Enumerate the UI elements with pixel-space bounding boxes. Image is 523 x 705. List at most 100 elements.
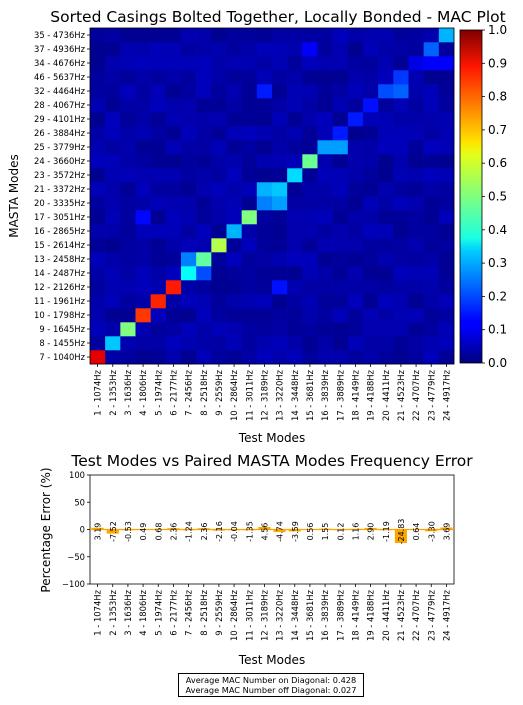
heatmap-cell <box>226 28 242 43</box>
heatmap-cell <box>408 154 424 169</box>
heatmap-y-tick-label: 13 - 2458Hz <box>34 254 86 264</box>
heatmap-cell <box>347 84 364 99</box>
heatmap-cell <box>256 42 273 57</box>
heatmap-cell <box>181 266 197 281</box>
heatmap-cell <box>181 336 197 351</box>
heatmap-cell <box>408 224 424 239</box>
heatmap-cell <box>272 28 288 43</box>
heatmap-cell <box>393 126 409 141</box>
heatmap-cell <box>393 70 409 85</box>
error-bar <box>273 529 286 533</box>
heatmap-cell <box>363 168 379 183</box>
heatmap-cell <box>226 98 242 113</box>
heatmap-cell <box>241 28 258 43</box>
heatmap-cell <box>317 168 333 183</box>
heatmap-cell <box>347 350 364 365</box>
heatmap-cell <box>241 112 258 127</box>
heatmap-cell <box>211 98 227 113</box>
heatmap-cell <box>393 210 409 225</box>
heatmap-cell <box>90 28 106 43</box>
heatmap-cell <box>317 224 333 239</box>
heatmap-cell <box>347 112 364 127</box>
heatmap-cell <box>105 252 121 267</box>
heatmap-cell <box>196 252 212 267</box>
heatmap-cell <box>423 294 440 309</box>
heatmap-cell <box>150 238 167 253</box>
heatmap-cell <box>438 280 455 295</box>
error-bar <box>349 528 362 530</box>
heatmap-cell <box>90 280 106 295</box>
heatmap-cell <box>272 140 288 155</box>
heatmap-cell <box>408 140 424 155</box>
heatmap-cell <box>287 98 303 113</box>
heatmap-cell <box>317 140 333 155</box>
heatmap-cell <box>393 84 409 99</box>
colorbar-gradient <box>459 29 483 364</box>
heatmap-cell <box>332 336 349 351</box>
heatmap-cell <box>423 28 440 43</box>
heatmap-cell <box>135 112 151 127</box>
bar-x-tick-label: 13 - 3220Hz <box>275 589 285 641</box>
heatmap-cell <box>347 42 364 57</box>
heatmap-cell <box>196 294 212 309</box>
heatmap-cell <box>226 56 242 71</box>
heatmap-cell <box>347 322 364 337</box>
heatmap-cell <box>196 140 212 155</box>
heatmap-cell <box>317 322 333 337</box>
heatmap-cell <box>165 140 182 155</box>
heatmap-cell <box>302 168 318 183</box>
heatmap-cell <box>150 294 167 309</box>
heatmap-cell <box>196 224 212 239</box>
heatmap-cell <box>272 70 288 85</box>
colorbar-tick-label: 0.2 <box>488 289 507 303</box>
heatmap-cell <box>438 98 455 113</box>
error-value-label: 3.69 <box>442 523 451 541</box>
heatmap-cell <box>90 210 106 225</box>
heatmap-cell <box>196 42 212 57</box>
error-bar <box>212 529 225 531</box>
heatmap-cell <box>256 140 273 155</box>
heatmap-cell <box>272 126 288 141</box>
error-value-label: 3.19 <box>94 523 103 541</box>
heatmap-cell <box>241 224 258 239</box>
heatmap-cell <box>105 238 121 253</box>
heatmap-x-tick-label: 2 - 1353Hz <box>108 369 118 415</box>
heatmap-cell <box>423 154 440 169</box>
heatmap-cell <box>256 252 273 267</box>
heatmap-cell <box>302 238 318 253</box>
heatmap-y-tick-label: 23 - 3572Hz <box>34 170 86 180</box>
heatmap-cell <box>256 322 273 337</box>
heatmap-cell <box>90 294 106 309</box>
bar-x-tick-label: 24 - 4917Hz <box>441 589 451 641</box>
error-value-label: 0.12 <box>336 523 345 541</box>
heatmap-x-tick-label: 17 - 3889Hz <box>335 369 345 421</box>
mac-average-stats-box: Average MAC Number on Diagonal: 0.428 Av… <box>178 673 364 697</box>
heatmap-cell <box>317 112 333 127</box>
heatmap-cell <box>241 210 258 225</box>
heatmap-cell <box>408 182 424 197</box>
heatmap-cell <box>287 70 303 85</box>
heatmap-cell <box>150 252 167 267</box>
heatmap-cell <box>408 266 424 281</box>
bar-x-tick-label: 15 - 3681Hz <box>305 589 315 641</box>
heatmap-cell <box>120 252 136 267</box>
error-value-label: -24.83 <box>397 519 406 545</box>
bar-y-tick-label: −100 <box>62 579 85 589</box>
heatmap-cell <box>165 238 182 253</box>
heatmap-cell <box>438 308 455 323</box>
heatmap-cell <box>332 84 349 99</box>
heatmap-cell <box>196 266 212 281</box>
heatmap-cell <box>363 266 379 281</box>
heatmap-cell <box>181 224 197 239</box>
heatmap-x-tick-label: 4 - 1806Hz <box>138 369 148 415</box>
heatmap-cell <box>302 224 318 239</box>
heatmap-cell <box>347 210 364 225</box>
heatmap-cell <box>181 84 197 99</box>
heatmap-y-tick-label: 9 - 1645Hz <box>39 324 85 334</box>
bar-chart-bars: 3.19 -7.52 -0.53 0.49 0.68 2.36 -1.24 2.36 -2.16… <box>90 519 454 545</box>
heatmap-cell <box>241 336 258 351</box>
heatmap-cell <box>226 336 242 351</box>
heatmap-cell <box>378 168 394 183</box>
heatmap-cell <box>272 224 288 239</box>
heatmap-cell <box>332 196 349 211</box>
